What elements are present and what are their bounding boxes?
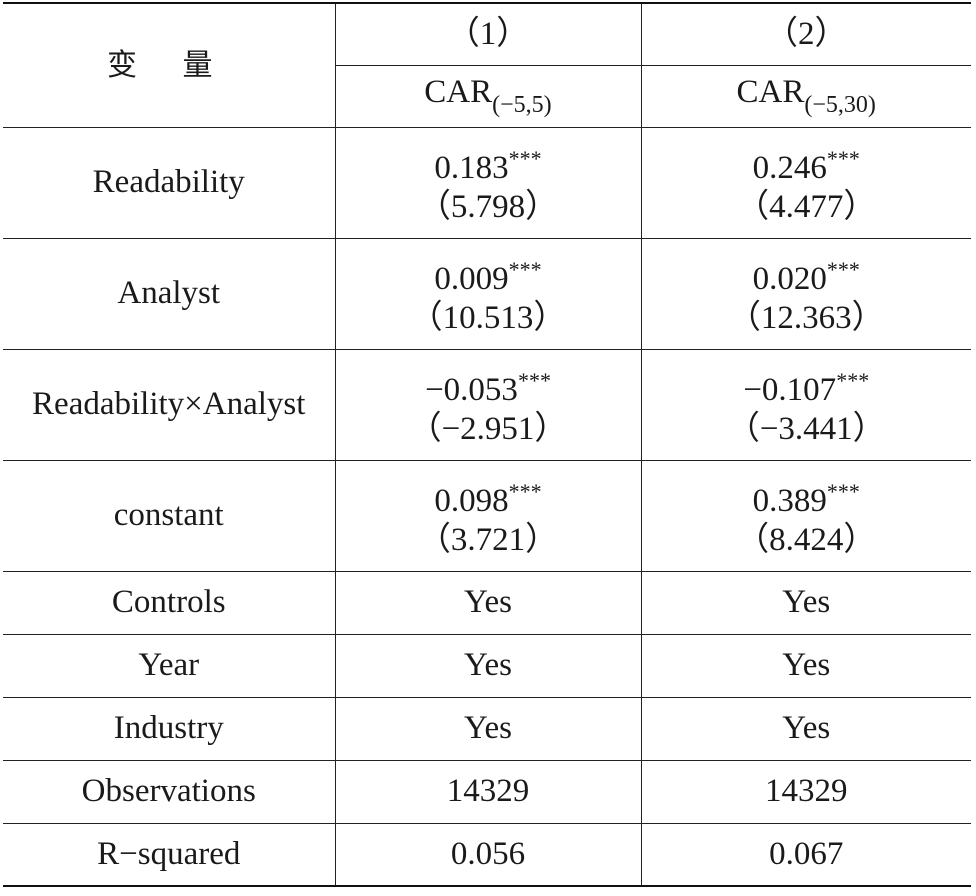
table-row: Industry Yes Yes	[3, 696, 971, 761]
column-1-header: （1）	[334, 2, 642, 66]
header-row-dependent: CAR(−5,5) CAR(−5,30)	[3, 64, 971, 128]
column-2-header: （2）	[640, 2, 971, 66]
table-row: Readability×Analyst −0.053*** （−2.951） −0…	[3, 348, 971, 461]
value-cell: 0.067	[640, 822, 971, 887]
value-cell: Yes	[640, 696, 971, 761]
dependent-var-2: CAR(−5,30)	[640, 64, 971, 128]
value-cell: 14329	[334, 759, 642, 824]
table-row: Readability 0.183*** （5.798） 0.246*** （4.4…	[3, 126, 971, 239]
variable-header: 变 量	[3, 2, 336, 128]
row-label: constant	[3, 459, 336, 572]
row-label: Analyst	[3, 237, 336, 350]
value-cell: 14329	[640, 759, 971, 824]
value-cell: 0.056	[334, 822, 642, 887]
row-label: Readability×Analyst	[3, 348, 336, 461]
value-cell: Yes	[640, 570, 971, 635]
row-label: Year	[3, 633, 336, 698]
table-row: constant 0.098*** （3.721） 0.389*** （8.424）	[3, 459, 971, 572]
coef-cell: −0.107*** （−3.441）	[640, 348, 971, 461]
coef-cell: 0.389*** （8.424）	[640, 459, 971, 572]
table-row: Observations 14329 14329	[3, 759, 971, 824]
value-cell: Yes	[334, 696, 642, 761]
coef-cell: 0.020*** （12.363）	[640, 237, 971, 350]
coef-cell: 0.098*** （3.721）	[334, 459, 642, 572]
coef-cell: 0.009*** （10.513）	[334, 237, 642, 350]
row-label: R−squared	[3, 822, 336, 887]
value-cell: Yes	[334, 570, 642, 635]
value-cell: Yes	[640, 633, 971, 698]
table-row: Analyst 0.009*** （10.513） 0.020*** （12.363…	[3, 237, 971, 350]
row-label: Readability	[3, 126, 336, 239]
coef-cell: −0.053*** （−2.951）	[334, 348, 642, 461]
header-row-columns: 变 量 （1） （2）	[3, 2, 971, 128]
coef-cell: 0.246*** （4.477）	[640, 126, 971, 239]
coef-cell: 0.183*** （5.798）	[334, 126, 642, 239]
value-cell: Yes	[334, 633, 642, 698]
dependent-var-1: CAR(−5,5)	[335, 64, 642, 128]
regression-table: 变 量 （1） （2） CAR(−5,5) CAR(−5,30) Readabi…	[3, 2, 971, 887]
row-label: Controls	[3, 570, 336, 635]
row-label: Industry	[3, 696, 336, 761]
table-row: Year Yes Yes	[3, 633, 971, 698]
table-row: Controls Yes Yes	[3, 570, 971, 635]
row-label: Observations	[3, 759, 336, 824]
regression-table-container: 变 量 （1） （2） CAR(−5,5) CAR(−5,30) Readabi…	[3, 2, 971, 887]
table-row: R−squared 0.056 0.067	[3, 822, 971, 887]
